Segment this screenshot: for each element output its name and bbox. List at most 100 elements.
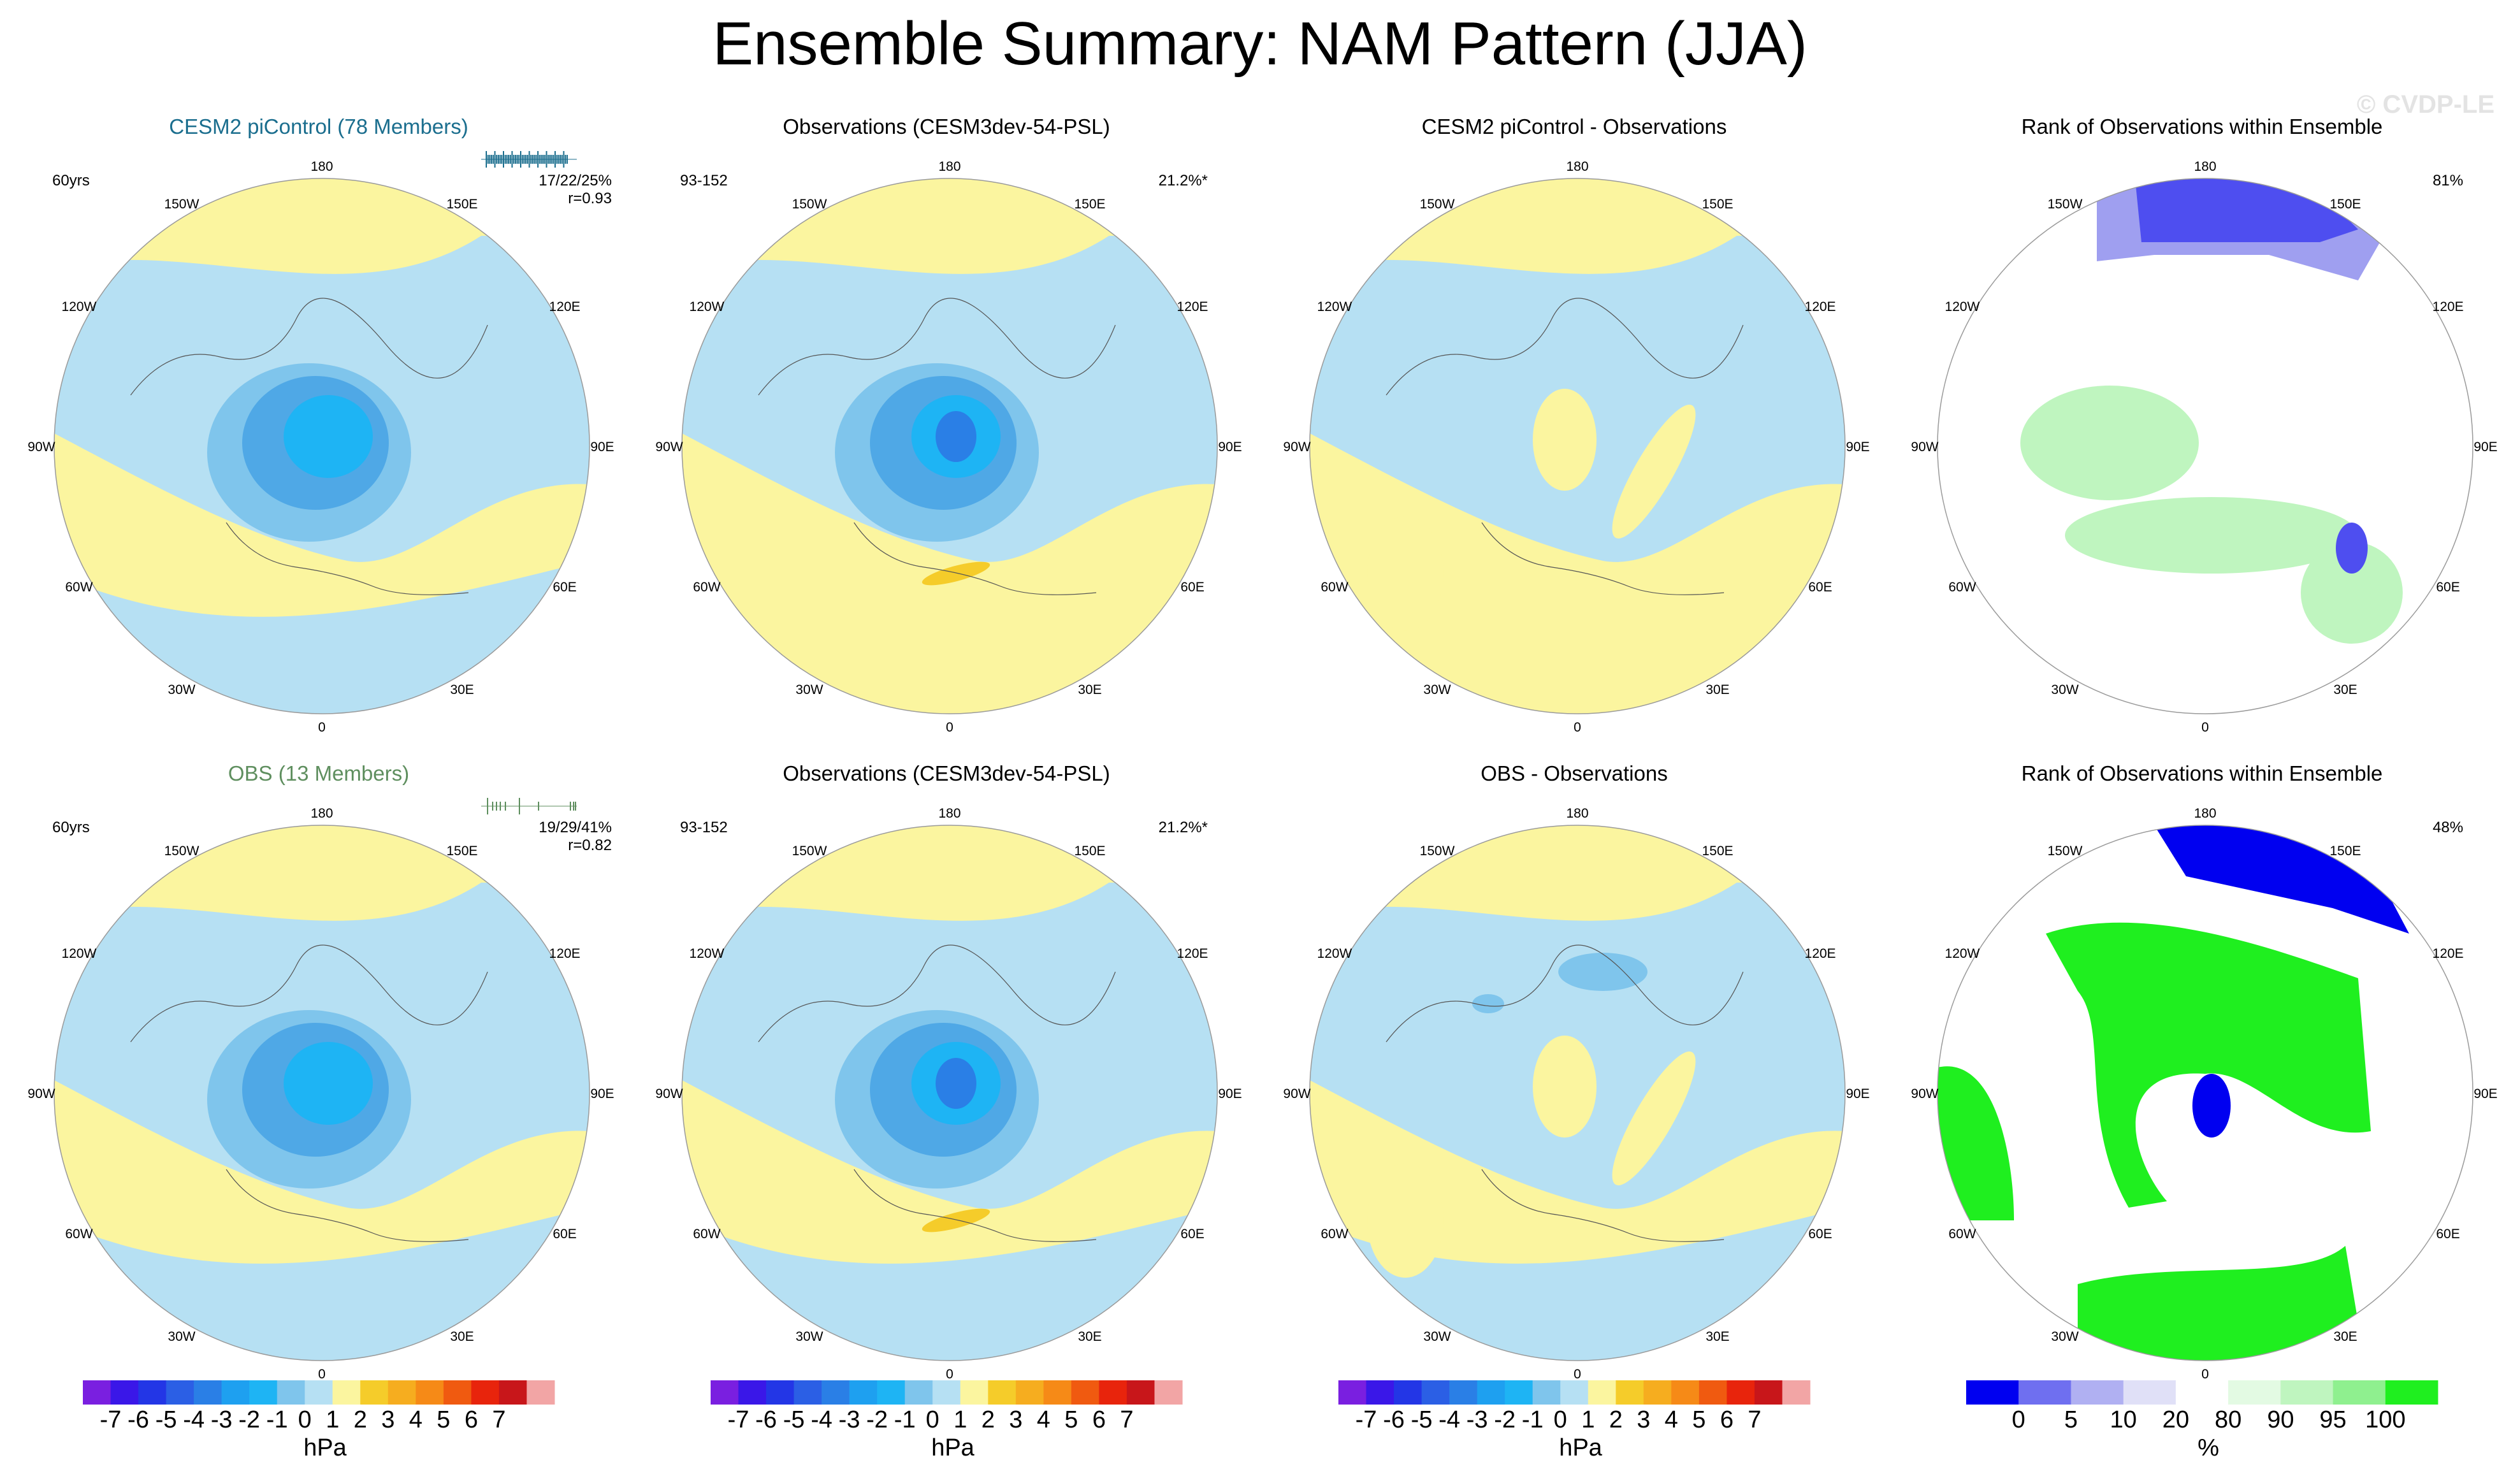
panel-pct-label: 17/22/25% [539, 172, 612, 189]
longitude-label: 120E [1805, 300, 1836, 314]
colorbar-tick-label: 0 [1554, 1406, 1567, 1433]
colorbar-tick-label: -2 [238, 1406, 260, 1433]
colorbar-tick-label: 0 [2012, 1406, 2025, 1433]
panel-title: Observations (CESM3dev-54-PSL) [783, 762, 1110, 785]
colorbar-tick-label: -5 [783, 1406, 805, 1433]
longitude-label: 120E [1177, 946, 1208, 961]
colorbar-swatch [360, 1380, 389, 1405]
longitude-label: 120E [1805, 946, 1836, 961]
longitude-label: 150E [2329, 197, 2361, 212]
rank-blue-spot [2336, 523, 2368, 574]
coastline [226, 1169, 469, 1242]
longitude-label: 150E [446, 197, 477, 212]
longitude-label: 150W [792, 197, 827, 212]
diff-blob [1612, 1051, 1696, 1185]
low-center-4 [936, 1058, 976, 1109]
rank-blue-core [2135, 178, 2358, 242]
colorbar-swatch [1154, 1380, 1183, 1405]
longitude-label: 90E [1218, 1087, 1242, 1101]
colorbar-tick-label: -6 [755, 1406, 777, 1433]
longitude-label: 120W [62, 946, 97, 961]
colorbar-tick-label: 5 [1692, 1406, 1705, 1433]
low-center-3 [284, 395, 373, 478]
colorbar-tick-label: -1 [266, 1406, 288, 1433]
diff-blob [1533, 389, 1597, 491]
longitude-label: 150E [1074, 844, 1105, 858]
figure-title: Ensemble Summary: NAM Pattern (JJA) [713, 10, 1807, 78]
longitude-label: 90W [27, 440, 55, 454]
colorbar-psl-1: -7 -6 -5 -4 -3 -2 -1 0 1 2 3 4 5 6 7 hPa [83, 1380, 555, 1461]
colorbar-unit: % [2198, 1434, 2219, 1461]
coastline [130, 944, 488, 1043]
colorbar-swatch [2280, 1380, 2334, 1405]
longitude-label: 120E [1177, 300, 1208, 314]
colorbar-swatch [1449, 1380, 1478, 1405]
longitude-label: 180 [1566, 159, 1588, 174]
longitude-label: 90E [1846, 1087, 1869, 1101]
longitude-label: 60E [1180, 1227, 1204, 1241]
colorbar-rank: 0 5 10 20 80 90 95 100% [1966, 1380, 2438, 1461]
colorbar-tick-label: 3 [1009, 1406, 1022, 1433]
longitude-label: 150W [164, 844, 199, 858]
map-boundary [1937, 178, 2473, 714]
diff-blob [1367, 516, 1444, 631]
longitude-label: 180 [310, 806, 333, 821]
diff-blob [1367, 1163, 1444, 1278]
colorbar-tick-label: -3 [1466, 1406, 1488, 1433]
longitude-label: 150W [164, 197, 199, 212]
colorbar-swatch [1394, 1380, 1423, 1405]
rank-green-region [2301, 542, 2403, 644]
colorbar-swatch [1477, 1380, 1505, 1405]
ensemble-strip [481, 151, 577, 168]
polar-map: 180 150E 120E 90E 60E 30E 0 30W 60W 90W 120W 150W [655, 159, 1242, 735]
longitude-label: 90E [2473, 440, 2497, 454]
colorbar-swatch [277, 1380, 305, 1405]
longitude-label: 60E [2436, 1227, 2459, 1241]
colorbar-tick-label: 3 [1637, 1406, 1650, 1433]
longitude-label: 180 [2194, 806, 2216, 821]
polar-map: 180 150E 120E 90E 60E 30E 0 30W 60W 90W 120W 150W [27, 806, 614, 1382]
longitude-label: 150E [1702, 197, 1733, 212]
diff-blob [1612, 405, 1696, 538]
longitude-label: 30E [1705, 1329, 1729, 1344]
colorbar-swatch [1966, 1380, 2019, 1405]
colorbar-tick-label: -7 [1356, 1406, 1377, 1433]
colorbar-swatch [766, 1380, 795, 1405]
longitude-label: 30W [2051, 683, 2078, 697]
colorbar-swatch [1532, 1380, 1561, 1405]
colorbar-swatch [849, 1380, 878, 1405]
colorbar-swatch [877, 1380, 906, 1405]
colorbar-tick-label: 7 [492, 1406, 505, 1433]
panel-pct-label: 48% [2432, 819, 2463, 836]
longitude-label: 0 [946, 720, 953, 735]
colorbar-tick-label: -7 [100, 1406, 122, 1433]
map-boundary [54, 825, 590, 1361]
colorbar-swatch [1421, 1380, 1450, 1405]
longitude-label: 60W [1321, 580, 1348, 595]
longitude-label: 60W [1948, 580, 1976, 595]
negative-south [54, 1208, 590, 1361]
colorbar-tick-label: -3 [839, 1406, 860, 1433]
colorbar-swatch [110, 1380, 139, 1405]
colorbar-tick-label: 6 [465, 1406, 478, 1433]
colorbar-tick-label: 0 [298, 1406, 312, 1433]
panel-corr-label: r=0.82 [568, 837, 612, 854]
longitude-label: 150E [1702, 844, 1733, 858]
colorbar-tick-label: -7 [728, 1406, 749, 1433]
colorbar-unit: hPa [1559, 1434, 1602, 1461]
longitude-label: 0 [946, 1367, 953, 1382]
colorbar-swatch [1126, 1380, 1155, 1405]
colorbar-swatch [711, 1380, 739, 1405]
colorbar-tick-label: 7 [1748, 1406, 1761, 1433]
longitude-label: 90E [1218, 440, 1242, 454]
colorbar-tick-label: -1 [894, 1406, 916, 1433]
longitude-label: 60W [65, 580, 92, 595]
colorbar-swatch [822, 1380, 850, 1405]
rank-blue-spot [2192, 1074, 2231, 1138]
longitude-label: 30E [1705, 683, 1729, 697]
longitude-label: 150W [1420, 844, 1455, 858]
panel-pct-label: 21.2%* [1158, 172, 1208, 189]
colorbar-tick-label: 0 [926, 1406, 939, 1433]
colorbar-swatch [793, 1380, 822, 1405]
colorbar-swatch [1727, 1380, 1755, 1405]
